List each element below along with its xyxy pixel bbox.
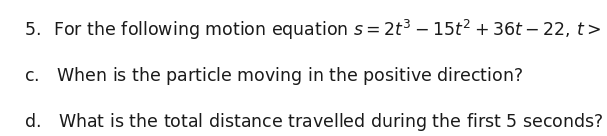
Text: $\mathrm{c.\;\;\; When\ is\ the\ particle\ moving\ in\ the\ positive\ direction?: $\mathrm{c.\;\;\; When\ is\ the\ particl… [24, 65, 523, 87]
Text: $5.\;\;\mathrm{For\ the\ following\ motion\ equation\ }s = 2t^{3} - 15t^{2} + 36: $5.\;\;\mathrm{For\ the\ following\ moti… [24, 18, 607, 42]
Text: $\mathrm{d.\;\;\; What\ is\ the\ total\ distance\ travelled\ during\ the\ first\: $\mathrm{d.\;\;\; What\ is\ the\ total\ … [24, 111, 603, 133]
